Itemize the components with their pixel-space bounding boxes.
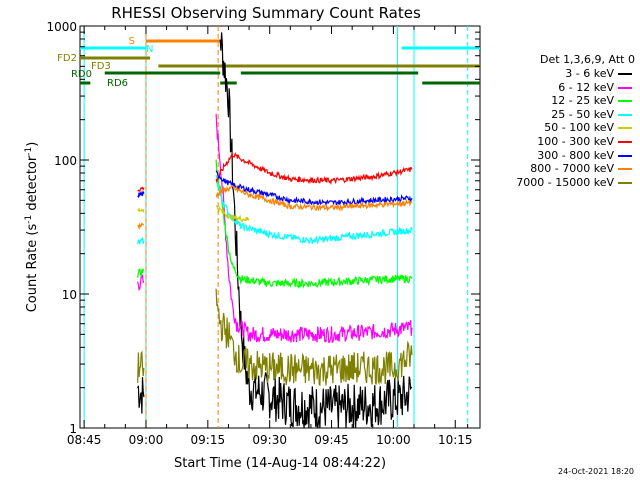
legend-label: 50 - 100 keV <box>544 121 614 135</box>
flag-label-rd6: RD6 <box>107 78 128 89</box>
series-line-8-0 <box>137 350 145 383</box>
legend-entry: 300 - 800 keV <box>482 149 632 162</box>
flag-bar-n-1 <box>401 46 480 50</box>
legend-swatch <box>618 168 632 171</box>
series-line-5-0 <box>137 186 145 192</box>
legend-swatch <box>618 154 632 157</box>
flag-bar-rd6-2 <box>422 81 480 85</box>
series-line-6-0 <box>137 190 145 199</box>
x-tick-label-2: 09:15 <box>191 433 226 447</box>
series-line-4-1 <box>215 205 250 222</box>
legend-swatch <box>618 127 632 130</box>
series-line-3-0 <box>137 236 145 245</box>
legend-entry: 800 - 7000 keV <box>482 162 632 175</box>
flag-bar-n-0 <box>80 46 146 50</box>
legend-entry: 25 - 50 keV <box>482 108 632 121</box>
legend-label: 6 - 12 keV <box>558 80 614 94</box>
vertical-markers <box>83 26 469 428</box>
legend-entry: 12 - 25 keV <box>482 94 632 107</box>
legend-entry: 7000 - 15000 keV <box>482 176 632 189</box>
legend-swatch <box>618 113 632 116</box>
y-tick-label-1: 10 <box>62 288 77 302</box>
footer-date: 24-Oct-2021 18:20 <box>558 467 634 476</box>
plot-frame <box>79 25 481 429</box>
flag-bar-rd0-0 <box>104 71 221 75</box>
legend-entry: 3 - 6 keV <box>482 67 632 80</box>
legend-entry: 6 - 12 keV <box>482 81 632 94</box>
series-line-3-1 <box>215 174 413 245</box>
flag-label-n: N <box>146 44 153 55</box>
x-axis-label: Start Time (14-Aug-14 08:44:22) <box>174 456 386 471</box>
flag-label-s: S <box>129 36 135 47</box>
series-line-0-1 <box>219 32 413 429</box>
legend-label: 3 - 6 keV <box>565 67 614 80</box>
series-line-1-1 <box>215 113 413 344</box>
flag-label-fd2: FD2 <box>57 53 77 64</box>
flag-bar-s-0 <box>145 39 221 43</box>
series-line-8-1 <box>215 288 413 387</box>
x-tick-label-3: 09:30 <box>252 433 287 447</box>
series-line-1-0 <box>137 274 145 292</box>
legend-swatch <box>618 73 632 75</box>
legend-label: 100 - 300 keV <box>537 135 614 148</box>
x-tick-label-0: 08:45 <box>67 433 102 447</box>
axes: 08:45 09:00 09:15 09:30 09:45 10:00 10:15 1 10 10… <box>46 20 480 447</box>
legend-label: 300 - 800 keV <box>537 148 614 162</box>
series-line-7-0 <box>137 222 145 231</box>
series-line-4-0 <box>137 207 145 214</box>
flag-bar-fd2-0 <box>80 56 151 60</box>
legend-label: 25 - 50 keV <box>551 107 614 121</box>
x-tick-label-4: 09:45 <box>314 433 349 447</box>
x-tick-label-6: 10:15 <box>438 433 473 447</box>
series-layer <box>137 32 413 429</box>
legend-title: Det 1,3,6,9, Att 0 <box>540 53 635 66</box>
series-line-2-0 <box>137 268 145 278</box>
chart-title: RHESSI Observing Summary Count Rates <box>111 4 421 22</box>
x-tick-label-1: 09:00 <box>129 433 164 447</box>
flag-bar-rd0-1 <box>240 71 419 75</box>
y-axis-label: Count Rate (s-1 detector-1) <box>24 142 40 313</box>
flag-label-fd3: FD3 <box>91 61 111 72</box>
flag-bar-fd3-0 <box>158 64 480 68</box>
legend-label: 12 - 25 keV <box>551 94 614 108</box>
legend-label: 7000 - 15000 keV <box>516 175 614 189</box>
series-line-0-0 <box>137 377 145 414</box>
series-line-2-1 <box>215 159 413 289</box>
flag-bar-rd6-1 <box>220 81 237 85</box>
x-tick-label-5: 10:00 <box>376 433 411 447</box>
legend-swatch <box>618 86 632 89</box>
y-tick-label-2: 100 <box>54 154 77 168</box>
series-line-7-1 <box>215 184 413 212</box>
legend-swatch <box>618 141 632 143</box>
series-line-5-1 <box>215 151 413 186</box>
legend-entry: 50 - 100 keV <box>482 121 632 134</box>
legend-label: 800 - 7000 keV <box>530 162 614 176</box>
flag-label-rd0: RD0 <box>71 69 92 80</box>
legend-swatch <box>618 100 632 103</box>
y-tick-label-0: 1 <box>69 422 77 436</box>
flag-bar-rd6-0 <box>80 81 91 85</box>
y-tick-label-3: 1000 <box>46 20 77 34</box>
legend-swatch <box>618 181 632 184</box>
legend-entry: 100 - 300 keV <box>482 135 632 148</box>
